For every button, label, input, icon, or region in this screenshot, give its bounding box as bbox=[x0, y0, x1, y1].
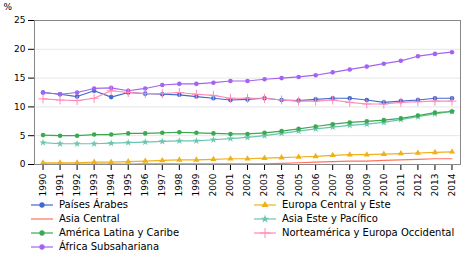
html-text:Europa Central y Este: Europa Central y Este bbox=[282, 199, 391, 210]
svg-text:1998: 1998 bbox=[174, 173, 184, 196]
svg-text:1996: 1996 bbox=[140, 173, 150, 196]
html-text:Asia Este y Pacífico: Asia Este y Pacífico bbox=[282, 213, 378, 224]
svg-text:2003: 2003 bbox=[259, 174, 269, 197]
svg-text:20: 20 bbox=[14, 44, 26, 54]
html-text:África Subsahariana: África Subsahariana bbox=[59, 241, 159, 252]
svg-text:15: 15 bbox=[14, 73, 25, 83]
svg-text:1991: 1991 bbox=[55, 174, 65, 197]
svg-text:5: 5 bbox=[20, 131, 26, 141]
svg-text:1993: 1993 bbox=[89, 174, 99, 197]
svg-text:1994: 1994 bbox=[106, 173, 116, 196]
html-text:Norteamérica y Europa Occident: Norteamérica y Europa Occidental bbox=[282, 227, 455, 238]
svg-text:2010: 2010 bbox=[379, 173, 389, 196]
svg-text:2008: 2008 bbox=[345, 173, 355, 196]
html-text:Asia Central: Asia Central bbox=[59, 213, 120, 224]
svg-text:2014: 2014 bbox=[447, 173, 457, 196]
svg-text:1992: 1992 bbox=[72, 174, 82, 197]
svg-text:2011: 2011 bbox=[396, 174, 406, 197]
svg-text:2012: 2012 bbox=[413, 174, 423, 197]
svg-text:1999: 1999 bbox=[191, 173, 201, 196]
html-text:Países Árabes: Países Árabes bbox=[59, 199, 128, 210]
svg-text:1990: 1990 bbox=[38, 173, 48, 196]
svg-text:2004: 2004 bbox=[276, 173, 286, 196]
svg-text:2000: 2000 bbox=[208, 173, 218, 196]
svg-text:0: 0 bbox=[20, 159, 26, 169]
html-text:América Latina y Caribe: América Latina y Caribe bbox=[59, 227, 180, 238]
svg-text:10: 10 bbox=[14, 102, 26, 112]
svg-text:25: 25 bbox=[14, 15, 25, 25]
svg-text:1995: 1995 bbox=[123, 174, 133, 197]
svg-text:2002: 2002 bbox=[242, 174, 252, 197]
svg-text:2007: 2007 bbox=[328, 174, 338, 197]
svg-text:1997: 1997 bbox=[157, 174, 167, 197]
svg-text:2006: 2006 bbox=[311, 173, 321, 196]
svg-text:2013: 2013 bbox=[430, 174, 440, 197]
svg-text:%: % bbox=[4, 2, 13, 12]
svg-text:2009: 2009 bbox=[362, 173, 372, 196]
svg-text:2005: 2005 bbox=[294, 174, 304, 197]
svg-text:2001: 2001 bbox=[225, 174, 235, 197]
